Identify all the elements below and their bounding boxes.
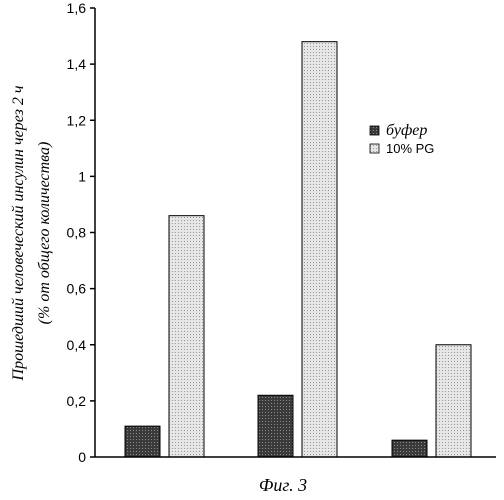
y-tick-label: 0,6 xyxy=(67,281,87,297)
y-tick-label: 0,4 xyxy=(67,337,87,353)
y-tick-label: 1,2 xyxy=(67,112,87,128)
bar-10pct-pg xyxy=(169,216,204,457)
bar-buffer xyxy=(392,440,427,457)
y-axis-title: Прошедший человеческий инсулин через 2 ч… xyxy=(10,85,53,381)
y-axis-ticks: 0 0,2 0,4 0,6 0,8 1 1,2 1,4 1,6 xyxy=(67,0,95,465)
figure-caption: Фиг. 3 xyxy=(259,475,307,495)
legend: буфер 10% PG xyxy=(370,122,434,156)
bar-buffer xyxy=(258,395,293,457)
y-axis-title-line2: (% от общего количества) xyxy=(36,142,53,325)
y-axis-title-line1: Прошедший человеческий инсулин через 2 ч xyxy=(10,85,27,381)
y-tick-label: 0 xyxy=(78,449,86,465)
legend-label-buffer: буфер xyxy=(386,122,427,139)
bar-10pct-pg xyxy=(302,42,337,457)
legend-swatch-pg xyxy=(370,144,379,153)
y-tick-label: 0,2 xyxy=(67,393,87,409)
bar-buffer xyxy=(125,426,160,457)
bar-10pct-pg xyxy=(436,345,471,457)
y-tick-label: 1,4 xyxy=(67,56,87,72)
y-tick-label: 1 xyxy=(78,168,86,184)
legend-swatch-buffer xyxy=(370,126,379,135)
legend-label-pg: 10% PG xyxy=(386,141,434,156)
y-tick-label: 1,6 xyxy=(67,0,87,16)
bars xyxy=(125,42,471,457)
y-tick-label: 0,8 xyxy=(67,225,87,241)
